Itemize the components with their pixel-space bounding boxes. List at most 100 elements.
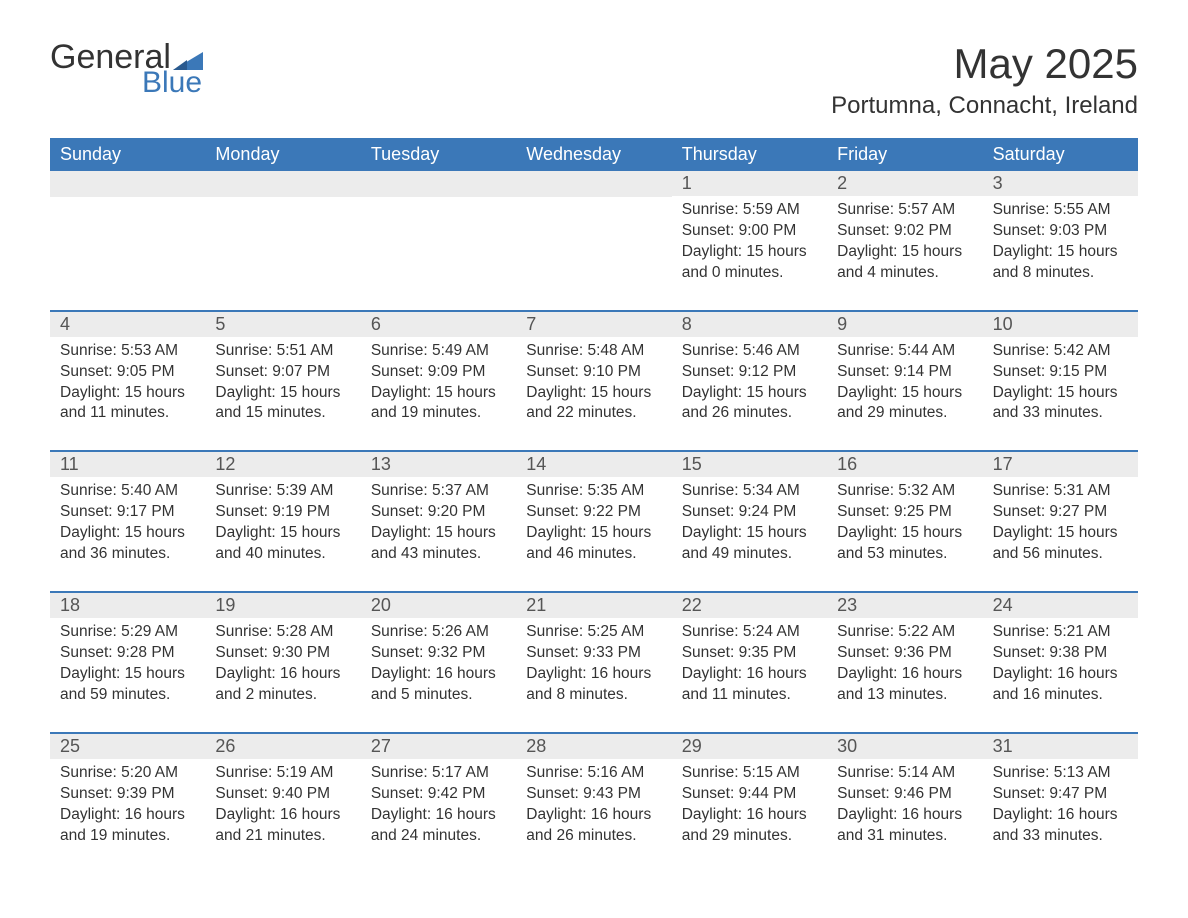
day-details: Sunrise: 5:49 AMSunset: 9:09 PMDaylight:… <box>361 337 516 433</box>
day-details: Sunrise: 5:29 AMSunset: 9:28 PMDaylight:… <box>50 618 205 714</box>
calendar-week: 4Sunrise: 5:53 AMSunset: 9:05 PMDaylight… <box>50 310 1138 433</box>
sunset-label: Sunset: 9:40 PM <box>215 784 350 805</box>
day-details: Sunrise: 5:21 AMSunset: 9:38 PMDaylight:… <box>983 618 1138 714</box>
sunrise-label: Sunrise: 5:20 AM <box>60 763 195 784</box>
day-number: 19 <box>205 593 360 618</box>
calendar-day-cell: 23Sunrise: 5:22 AMSunset: 9:36 PMDayligh… <box>827 593 982 714</box>
sunrise-label: Sunrise: 5:49 AM <box>371 341 506 362</box>
empty-day <box>516 171 671 197</box>
calendar-day-cell <box>205 171 360 292</box>
day-number: 21 <box>516 593 671 618</box>
weekday-header: Wednesday <box>516 138 671 171</box>
sunrise-label: Sunrise: 5:14 AM <box>837 763 972 784</box>
empty-day <box>205 171 360 197</box>
weekday-header: Saturday <box>983 138 1138 171</box>
sunrise-label: Sunrise: 5:28 AM <box>215 622 350 643</box>
daylight-label: Daylight: 16 hours and 19 minutes. <box>60 805 195 847</box>
day-details: Sunrise: 5:15 AMSunset: 9:44 PMDaylight:… <box>672 759 827 855</box>
day-details: Sunrise: 5:20 AMSunset: 9:39 PMDaylight:… <box>50 759 205 855</box>
weekday-header: Friday <box>827 138 982 171</box>
sunrise-label: Sunrise: 5:13 AM <box>993 763 1128 784</box>
sunset-label: Sunset: 9:35 PM <box>682 643 817 664</box>
day-number: 17 <box>983 452 1138 477</box>
sunset-label: Sunset: 9:43 PM <box>526 784 661 805</box>
empty-day <box>361 171 516 197</box>
sunrise-label: Sunrise: 5:53 AM <box>60 341 195 362</box>
sunrise-label: Sunrise: 5:31 AM <box>993 481 1128 502</box>
sunrise-label: Sunrise: 5:22 AM <box>837 622 972 643</box>
sunrise-label: Sunrise: 5:59 AM <box>682 200 817 221</box>
calendar: Sunday Monday Tuesday Wednesday Thursday… <box>50 138 1138 854</box>
calendar-day-cell: 8Sunrise: 5:46 AMSunset: 9:12 PMDaylight… <box>672 312 827 433</box>
calendar-day-cell: 20Sunrise: 5:26 AMSunset: 9:32 PMDayligh… <box>361 593 516 714</box>
day-number: 23 <box>827 593 982 618</box>
day-number: 10 <box>983 312 1138 337</box>
calendar-day-cell: 6Sunrise: 5:49 AMSunset: 9:09 PMDaylight… <box>361 312 516 433</box>
sunset-label: Sunset: 9:32 PM <box>371 643 506 664</box>
sunset-label: Sunset: 9:09 PM <box>371 362 506 383</box>
sunrise-label: Sunrise: 5:29 AM <box>60 622 195 643</box>
day-number: 12 <box>205 452 360 477</box>
calendar-day-cell: 27Sunrise: 5:17 AMSunset: 9:42 PMDayligh… <box>361 734 516 855</box>
daylight-label: Daylight: 15 hours and 33 minutes. <box>993 383 1128 425</box>
sunset-label: Sunset: 9:14 PM <box>837 362 972 383</box>
day-details: Sunrise: 5:48 AMSunset: 9:10 PMDaylight:… <box>516 337 671 433</box>
calendar-day-cell: 25Sunrise: 5:20 AMSunset: 9:39 PMDayligh… <box>50 734 205 855</box>
daylight-label: Daylight: 15 hours and 56 minutes. <box>993 523 1128 565</box>
day-number: 8 <box>672 312 827 337</box>
day-number: 27 <box>361 734 516 759</box>
sunset-label: Sunset: 9:19 PM <box>215 502 350 523</box>
calendar-day-cell: 18Sunrise: 5:29 AMSunset: 9:28 PMDayligh… <box>50 593 205 714</box>
calendar-day-cell: 21Sunrise: 5:25 AMSunset: 9:33 PMDayligh… <box>516 593 671 714</box>
day-number: 9 <box>827 312 982 337</box>
daylight-label: Daylight: 15 hours and 19 minutes. <box>371 383 506 425</box>
sunrise-label: Sunrise: 5:19 AM <box>215 763 350 784</box>
calendar-day-cell: 7Sunrise: 5:48 AMSunset: 9:10 PMDaylight… <box>516 312 671 433</box>
daylight-label: Daylight: 16 hours and 31 minutes. <box>837 805 972 847</box>
day-number: 28 <box>516 734 671 759</box>
daylight-label: Daylight: 15 hours and 36 minutes. <box>60 523 195 565</box>
sunrise-label: Sunrise: 5:24 AM <box>682 622 817 643</box>
calendar-day-cell: 22Sunrise: 5:24 AMSunset: 9:35 PMDayligh… <box>672 593 827 714</box>
sunset-label: Sunset: 9:27 PM <box>993 502 1128 523</box>
day-details: Sunrise: 5:19 AMSunset: 9:40 PMDaylight:… <box>205 759 360 855</box>
daylight-label: Daylight: 16 hours and 8 minutes. <box>526 664 661 706</box>
daylight-label: Daylight: 16 hours and 2 minutes. <box>215 664 350 706</box>
title-block: May 2025 Portumna, Connacht, Ireland <box>831 40 1138 120</box>
daylight-label: Daylight: 16 hours and 21 minutes. <box>215 805 350 847</box>
day-number: 26 <box>205 734 360 759</box>
calendar-day-cell: 14Sunrise: 5:35 AMSunset: 9:22 PMDayligh… <box>516 452 671 573</box>
calendar-day-cell: 16Sunrise: 5:32 AMSunset: 9:25 PMDayligh… <box>827 452 982 573</box>
sunrise-label: Sunrise: 5:21 AM <box>993 622 1128 643</box>
calendar-day-cell: 29Sunrise: 5:15 AMSunset: 9:44 PMDayligh… <box>672 734 827 855</box>
logo-text-sub: Blue <box>142 68 203 98</box>
sunrise-label: Sunrise: 5:35 AM <box>526 481 661 502</box>
day-details: Sunrise: 5:44 AMSunset: 9:14 PMDaylight:… <box>827 337 982 433</box>
daylight-label: Daylight: 16 hours and 5 minutes. <box>371 664 506 706</box>
calendar-week: 1Sunrise: 5:59 AMSunset: 9:00 PMDaylight… <box>50 171 1138 292</box>
sunrise-label: Sunrise: 5:39 AM <box>215 481 350 502</box>
day-details: Sunrise: 5:57 AMSunset: 9:02 PMDaylight:… <box>827 196 982 292</box>
day-number: 16 <box>827 452 982 477</box>
day-number: 5 <box>205 312 360 337</box>
sunset-label: Sunset: 9:15 PM <box>993 362 1128 383</box>
daylight-label: Daylight: 15 hours and 29 minutes. <box>837 383 972 425</box>
sunset-label: Sunset: 9:22 PM <box>526 502 661 523</box>
daylight-label: Daylight: 15 hours and 59 minutes. <box>60 664 195 706</box>
day-number: 25 <box>50 734 205 759</box>
day-details: Sunrise: 5:53 AMSunset: 9:05 PMDaylight:… <box>50 337 205 433</box>
weekday-header: Thursday <box>672 138 827 171</box>
calendar-day-cell: 3Sunrise: 5:55 AMSunset: 9:03 PMDaylight… <box>983 171 1138 292</box>
sunrise-label: Sunrise: 5:34 AM <box>682 481 817 502</box>
day-number: 29 <box>672 734 827 759</box>
day-details: Sunrise: 5:40 AMSunset: 9:17 PMDaylight:… <box>50 477 205 573</box>
sunrise-label: Sunrise: 5:48 AM <box>526 341 661 362</box>
calendar-day-cell: 24Sunrise: 5:21 AMSunset: 9:38 PMDayligh… <box>983 593 1138 714</box>
sunrise-label: Sunrise: 5:17 AM <box>371 763 506 784</box>
sunset-label: Sunset: 9:07 PM <box>215 362 350 383</box>
calendar-week: 18Sunrise: 5:29 AMSunset: 9:28 PMDayligh… <box>50 591 1138 714</box>
day-details: Sunrise: 5:55 AMSunset: 9:03 PMDaylight:… <box>983 196 1138 292</box>
daylight-label: Daylight: 16 hours and 33 minutes. <box>993 805 1128 847</box>
calendar-week: 11Sunrise: 5:40 AMSunset: 9:17 PMDayligh… <box>50 450 1138 573</box>
daylight-label: Daylight: 15 hours and 4 minutes. <box>837 242 972 284</box>
